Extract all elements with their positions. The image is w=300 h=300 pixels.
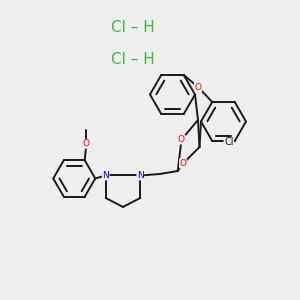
Text: O: O	[83, 139, 90, 148]
Text: Cl – H: Cl – H	[111, 20, 155, 34]
Text: O: O	[194, 82, 202, 91]
Text: Cl: Cl	[224, 137, 233, 148]
Text: O: O	[178, 135, 185, 144]
Text: O: O	[179, 159, 187, 168]
Text: Cl – H: Cl – H	[111, 52, 155, 68]
Text: N: N	[102, 171, 109, 180]
Text: N: N	[137, 171, 144, 180]
